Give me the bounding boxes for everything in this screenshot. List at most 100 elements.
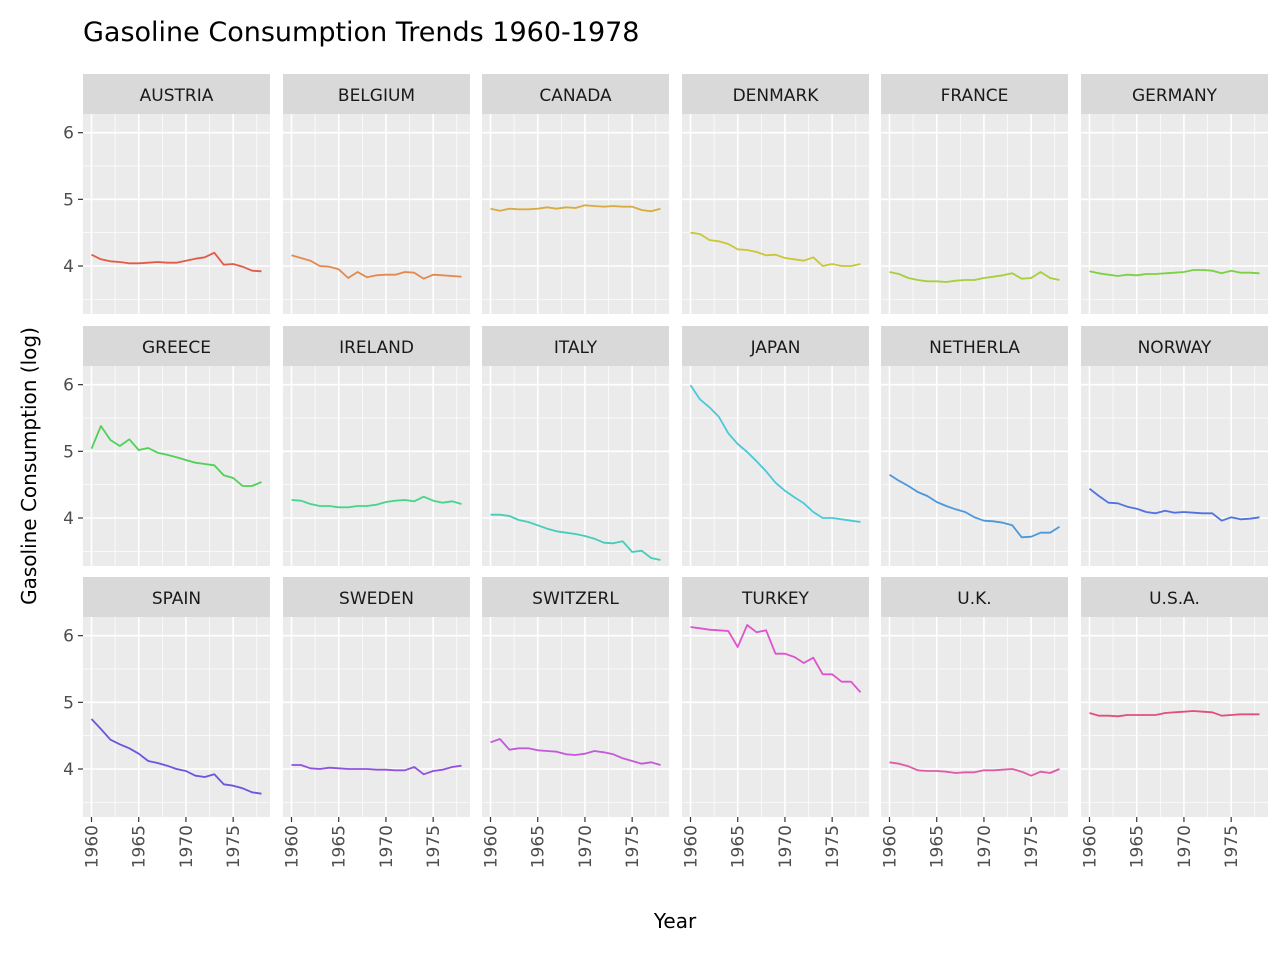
facet-strip-label: JAPAN	[750, 338, 801, 358]
y-tick-label: 4	[63, 509, 74, 529]
facet-strip	[682, 74, 869, 114]
x-tick-label: 1965	[130, 825, 150, 868]
facet-panel: FRANCE	[881, 74, 1068, 314]
x-tick-label: 1960	[83, 825, 103, 868]
facet-strip-label: NORWAY	[1138, 338, 1212, 358]
panel-background	[83, 617, 270, 817]
facet-strip-label: SWEDEN	[339, 589, 414, 609]
facet-strip-label: TURKEY	[741, 589, 810, 609]
series-line	[490, 513, 661, 561]
facet-strip-label: FRANCE	[941, 86, 1009, 106]
panel-background	[682, 617, 869, 817]
y-tick-label: 5	[63, 442, 74, 462]
series-line	[291, 764, 462, 776]
facet-strip-label: IRELAND	[339, 338, 414, 358]
series-line	[689, 384, 861, 523]
facet-strip	[881, 74, 1068, 114]
facet-strip-label: ITALY	[554, 338, 598, 358]
series-line	[90, 718, 262, 795]
series-line	[90, 425, 262, 487]
facet-strip	[682, 326, 869, 366]
series-line	[889, 271, 1060, 283]
panel-background	[283, 114, 470, 314]
panel-background	[83, 114, 270, 314]
panel-background	[482, 114, 669, 314]
series-line	[690, 231, 861, 267]
facet-strip	[881, 326, 1068, 366]
series-line	[1089, 710, 1260, 718]
x-tick-label: 1975	[424, 825, 444, 868]
facet-strip	[482, 326, 669, 366]
facet-panel: SWITZERL 1960 1965 1970 1975	[482, 577, 669, 868]
panel-background	[83, 366, 270, 566]
x-tick-label: 1960	[881, 825, 901, 868]
y-axis-label: Gasoline Consumption (log)	[17, 327, 41, 605]
series-line	[690, 624, 862, 693]
panel-background	[283, 366, 470, 566]
facet-panels: AUSTRIA 4 5 6 BELGIUM CANADA DENMARK FRANCE GERM…	[63, 74, 1268, 868]
facet-panel: CANADA	[482, 74, 669, 314]
panel-background	[482, 617, 669, 817]
facet-panel: TURKEY 1960 1965 1970 1975	[682, 577, 869, 868]
facet-panel: NORWAY	[1081, 326, 1268, 566]
y-tick-label: 5	[63, 693, 74, 713]
y-tick-label: 5	[63, 190, 74, 210]
y-tick-label: 4	[63, 760, 74, 780]
panel-background	[1081, 617, 1268, 817]
x-axis-label: Year	[653, 909, 697, 933]
facet-strip	[881, 577, 1068, 617]
series-line	[291, 495, 462, 509]
panel-background	[682, 114, 869, 314]
facet-panel: JAPAN	[682, 326, 869, 566]
facet-panel: U.K. 1960 1965 1970 1975	[881, 577, 1068, 868]
series-line	[1088, 487, 1260, 522]
facet-panel: SWEDEN 1960 1965 1970 1975	[283, 577, 470, 868]
x-tick-label: 1965	[729, 825, 749, 868]
x-tick-label: 1975	[224, 825, 244, 868]
x-tick-label: 1965	[928, 825, 948, 868]
facet-strip-label: SPAIN	[152, 589, 201, 609]
facet-strip	[283, 326, 470, 366]
facet-strip	[83, 326, 270, 366]
x-tick-label: 1970	[377, 825, 397, 868]
facet-panel: AUSTRIA 4 5 6	[63, 74, 270, 314]
facet-strip	[682, 577, 869, 617]
facet-strip	[83, 74, 270, 114]
facet-strip-label: GERMANY	[1132, 86, 1218, 106]
facet-strip	[283, 577, 470, 617]
facet-strip	[1081, 577, 1268, 617]
panel-background	[881, 114, 1068, 314]
series-line	[291, 254, 462, 280]
x-tick-label: 1975	[1022, 825, 1042, 868]
y-tick-label: 6	[63, 124, 74, 144]
facet-strip-label: AUSTRIA	[140, 86, 214, 106]
facet-strip-label: GREECE	[142, 338, 211, 358]
facet-strip	[1081, 74, 1268, 114]
x-tick-label: 1970	[576, 825, 596, 868]
x-tick-label: 1960	[682, 825, 702, 868]
facet-panel: BELGIUM	[283, 74, 470, 314]
x-tick-label: 1975	[823, 825, 843, 868]
x-tick-label: 1960	[283, 825, 303, 868]
facet-panel: SPAIN 4 5 6 1960 1965 1970 1975	[63, 577, 270, 868]
series-line	[1089, 269, 1260, 277]
facet-strip	[482, 74, 669, 114]
facet-strip	[482, 577, 669, 617]
x-tick-label: 1965	[1128, 825, 1148, 868]
x-tick-label: 1970	[975, 825, 995, 868]
series-line	[889, 761, 1060, 777]
facet-strip-label: SWITZERL	[532, 589, 619, 609]
facet-panel: IRELAND	[283, 326, 470, 566]
facet-strip-label: CANADA	[539, 86, 612, 106]
panel-background	[283, 617, 470, 817]
y-tick-label: 6	[63, 627, 74, 647]
facet-panel: U.S.A. 1960 1965 1970 1975	[1081, 577, 1268, 868]
series-line	[91, 251, 262, 273]
x-tick-label: 1975	[623, 825, 643, 868]
panel-background	[881, 366, 1068, 566]
facet-strip-label: DENMARK	[733, 86, 820, 106]
facet-strip	[1081, 326, 1268, 366]
x-tick-label: 1965	[330, 825, 350, 868]
